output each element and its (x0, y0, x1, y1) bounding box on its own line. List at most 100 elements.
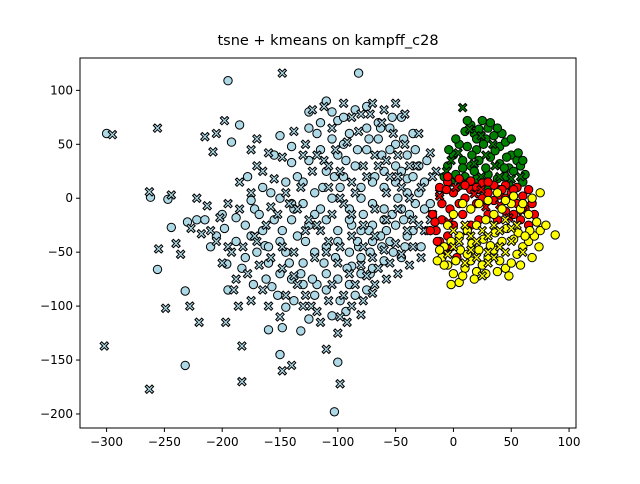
point-x (487, 139, 498, 150)
point-x (346, 209, 357, 220)
point-circle (277, 323, 287, 333)
series-1 (99, 68, 445, 395)
point-x (184, 301, 195, 312)
point-circle (381, 225, 392, 236)
point-x (277, 263, 288, 274)
point-x (309, 252, 320, 263)
point-x (454, 236, 465, 247)
point-circle (307, 274, 318, 284)
point-x (515, 171, 526, 182)
point-x (292, 279, 303, 290)
point-x (476, 184, 487, 195)
point-x (396, 249, 407, 260)
point-x (327, 209, 337, 220)
point-circle (362, 123, 372, 133)
point-x (390, 238, 401, 249)
x-tick-label: −150 (264, 435, 297, 449)
point-circle (312, 128, 322, 139)
point-circle (300, 236, 311, 247)
point-x (335, 311, 346, 322)
point-circle (535, 225, 545, 236)
point-x (231, 274, 242, 285)
point-circle (518, 198, 528, 209)
point-circle (240, 220, 251, 230)
point-x (500, 247, 511, 258)
point-circle (492, 266, 503, 277)
point-x (152, 123, 163, 134)
point-x (342, 137, 353, 148)
point-circle (469, 166, 479, 177)
x-tick-label: −100 (321, 435, 354, 449)
point-circle (373, 134, 383, 144)
point-x (448, 225, 459, 236)
point-circle (350, 290, 360, 300)
point-circle (152, 264, 163, 275)
point-circle (390, 161, 401, 171)
point-x (307, 104, 318, 115)
point-x (402, 225, 413, 236)
point-x (381, 214, 392, 225)
point-circle (532, 217, 542, 227)
point-circle (497, 204, 507, 214)
point-circle (315, 118, 326, 128)
point-x (196, 228, 207, 239)
point-circle (399, 215, 409, 225)
point-x (280, 187, 291, 198)
point-x (199, 131, 210, 142)
point-x (298, 150, 309, 161)
point-x (234, 204, 245, 214)
point-circle (390, 139, 401, 150)
point-x (300, 225, 311, 236)
point-x (272, 209, 283, 220)
point-x (254, 260, 265, 271)
point-x (300, 290, 311, 301)
point-x (483, 231, 494, 241)
point-circle (226, 137, 237, 147)
point-x (408, 241, 418, 252)
point-x (236, 376, 247, 387)
point-x (99, 341, 110, 351)
point-circle (192, 215, 202, 225)
point-circle (267, 282, 277, 292)
point-circle (333, 225, 343, 236)
point-x (251, 133, 262, 144)
point-circle (327, 107, 337, 117)
point-x (321, 247, 332, 258)
point-x (335, 378, 346, 389)
point-x (369, 204, 380, 214)
point-circle (333, 357, 343, 367)
point-circle (444, 145, 454, 155)
point-x (506, 223, 517, 234)
point-x (500, 214, 511, 225)
point-x (358, 295, 369, 306)
point-circle (501, 152, 512, 162)
point-x (464, 124, 475, 135)
point-x (175, 249, 186, 260)
point-circle (441, 184, 452, 195)
point-circle (200, 215, 210, 225)
point-circle (180, 360, 190, 371)
point-circle (344, 128, 355, 139)
point-x (358, 241, 369, 252)
point-x (219, 115, 230, 126)
point-circle (499, 163, 509, 173)
point-circle (427, 209, 438, 220)
x-tick-label: −250 (148, 435, 181, 449)
point-x (323, 160, 334, 171)
point-x (392, 204, 403, 214)
point-x (257, 284, 268, 295)
point-x (214, 212, 225, 223)
point-x (416, 182, 427, 193)
point-x (390, 98, 401, 109)
point-x (480, 150, 491, 161)
point-circle (289, 296, 299, 306)
point-circle (379, 204, 389, 214)
point-x (277, 241, 288, 252)
y-tick-label: 100 (50, 83, 73, 97)
point-x (263, 147, 274, 158)
point-x (453, 147, 464, 158)
point-circle (350, 161, 360, 171)
point-x (261, 220, 272, 231)
point-x (312, 306, 322, 317)
point-x (236, 341, 247, 351)
